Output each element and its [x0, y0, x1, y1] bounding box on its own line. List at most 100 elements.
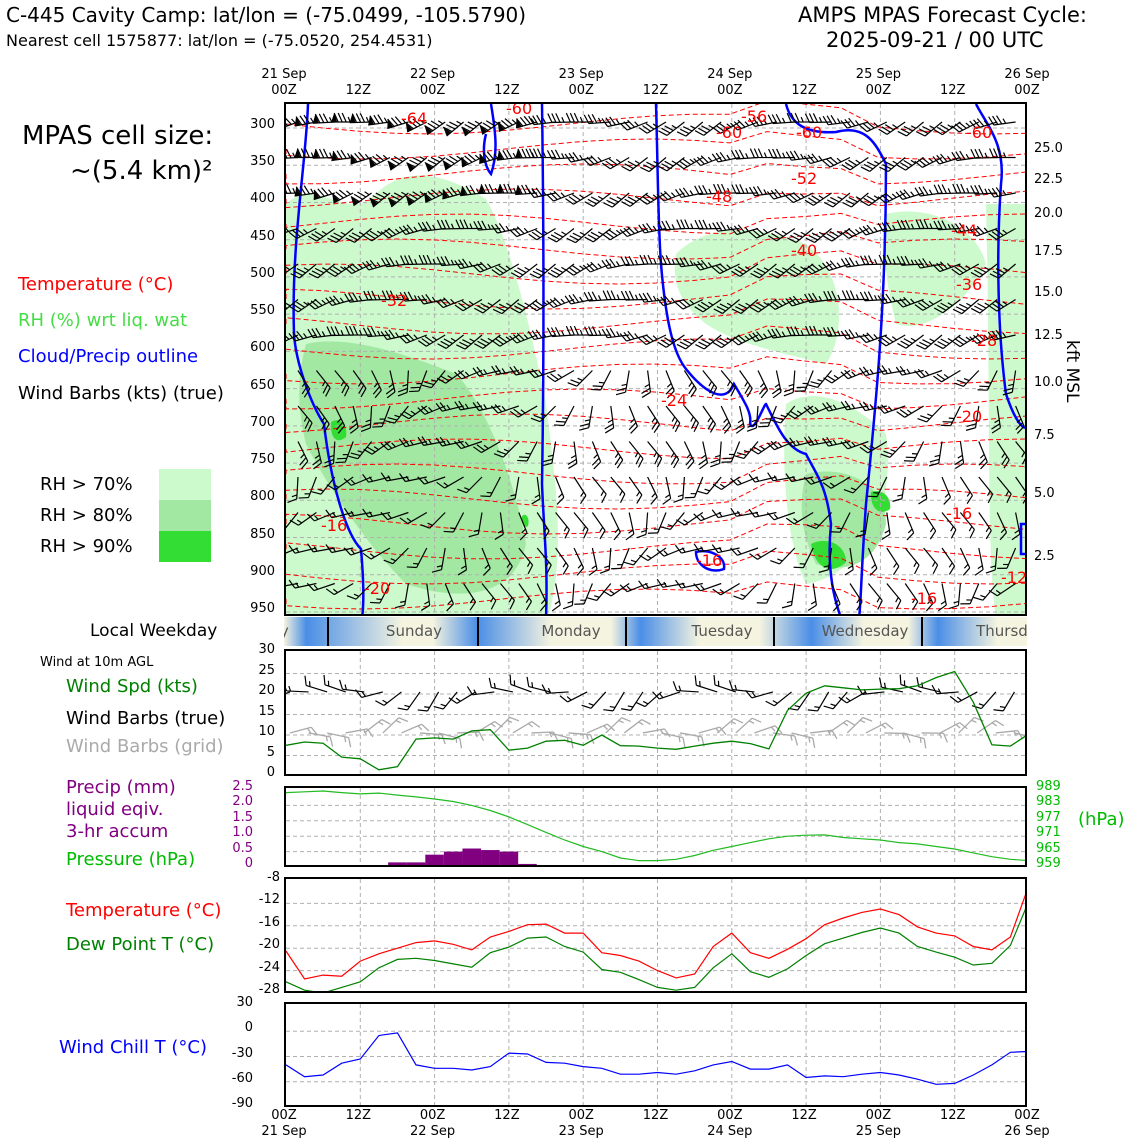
barb-feather [638, 337, 647, 346]
wind-barb [546, 149, 575, 160]
barb-half-feather [670, 192, 676, 198]
wind-barb [959, 547, 971, 576]
barb-feather [584, 236, 594, 243]
barb-shaft [312, 156, 335, 159]
wind-barb [993, 691, 1015, 712]
barb-feather [662, 498, 672, 505]
barb-feather [369, 197, 379, 204]
wind-barb [693, 511, 722, 522]
barb-feather [311, 491, 322, 495]
barb-feather [682, 187, 690, 197]
barb-feather [767, 235, 777, 242]
barb-feather [388, 329, 396, 339]
barb-feather [465, 185, 472, 195]
barb-half-feather [364, 153, 370, 159]
barb-flag [387, 161, 396, 171]
precip-bar [518, 863, 537, 865]
barb-feather [587, 234, 597, 240]
barb-shaft [286, 334, 299, 346]
barb-feather [441, 734, 446, 745]
wind-barb [324, 441, 336, 468]
barb-feather [882, 254, 888, 265]
barb-feather [483, 152, 491, 161]
barb-feather [527, 331, 535, 340]
barb-half-feather [755, 476, 760, 482]
barb-feather [436, 481, 445, 489]
barb-feather [412, 191, 422, 198]
barb-feather [288, 545, 296, 554]
barb-shaft [959, 476, 973, 496]
barb-feather [531, 231, 541, 239]
barb-half-feather [955, 724, 961, 729]
bottom-hour-label: 12Z [345, 1108, 372, 1123]
wind-barb [948, 583, 961, 610]
barb-half-feather [296, 519, 303, 524]
barb-shaft [978, 512, 992, 531]
barb-feather [862, 366, 870, 376]
barb-half-feather [818, 231, 825, 236]
barb-feather [989, 148, 995, 158]
barb-half-feather [531, 682, 534, 688]
barb-feather [642, 125, 651, 132]
barb-feather [590, 261, 599, 270]
wind-barb [528, 227, 556, 241]
wind-barb [505, 476, 520, 502]
barb-feather [675, 302, 684, 310]
wind-barb [306, 582, 335, 592]
barb-feather [330, 326, 336, 336]
barb-feather [917, 368, 926, 377]
barb-feather [404, 255, 410, 265]
barb-feather [698, 341, 708, 347]
barb-feather [635, 455, 642, 465]
barb-half-feather [582, 526, 587, 532]
barb-feather [664, 728, 671, 738]
barb-shaft [665, 441, 680, 460]
barb-half-feather [437, 120, 444, 125]
barb-half-feather [837, 330, 841, 336]
barb-half-feather [730, 720, 737, 725]
barb-feather [521, 184, 527, 195]
barb-feather [311, 328, 318, 338]
barb-feather [723, 425, 732, 434]
barb-feather [698, 185, 704, 195]
barb-half-feather [921, 494, 927, 499]
barb-feather [556, 496, 565, 505]
wind-barb [933, 121, 961, 136]
wind-barb [823, 228, 851, 242]
wind-barb [417, 436, 446, 446]
barb-feather [529, 148, 535, 158]
barb-feather [354, 152, 362, 162]
barb-feather [399, 473, 406, 482]
barb-half-feather [881, 724, 887, 729]
barb-feather [904, 255, 911, 266]
barb-feather [550, 149, 557, 160]
wind-barb [304, 675, 328, 693]
barb-feather [926, 603, 934, 612]
barb-feather [532, 270, 543, 277]
barb-feather [295, 186, 303, 196]
barb-feather [730, 226, 738, 235]
barb-feather [789, 268, 799, 275]
barb-shaft [730, 441, 741, 463]
wind-barb [491, 365, 519, 375]
wind-barb [334, 405, 346, 434]
barb-feather [884, 722, 894, 730]
wind-barb [610, 441, 624, 469]
barb-feather [535, 300, 544, 308]
wind-barb [807, 691, 830, 712]
barb-feather [978, 148, 984, 159]
barb-feather [955, 151, 962, 161]
barb-feather [439, 298, 448, 307]
barb-feather [933, 129, 943, 136]
barb-feather [721, 183, 727, 194]
barb-feather [784, 387, 794, 393]
barb-feather [862, 716, 873, 722]
barb-feather [466, 686, 474, 696]
barb-feather [387, 118, 395, 127]
barb-feather [430, 120, 440, 127]
barb-shaft [591, 512, 606, 531]
barb-feather [513, 408, 522, 416]
barb-shaft [456, 691, 477, 704]
wind-barb [969, 118, 998, 130]
wind-barb [573, 547, 585, 576]
